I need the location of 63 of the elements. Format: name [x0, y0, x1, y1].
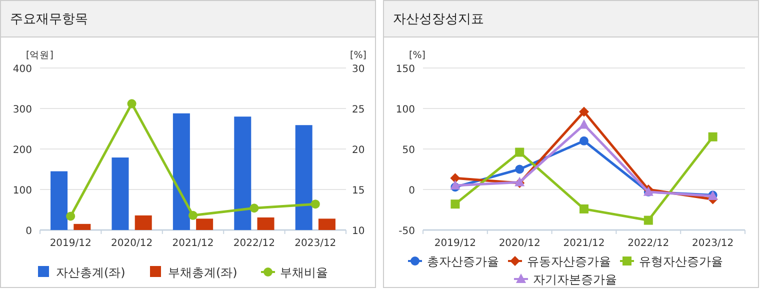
point [644, 216, 653, 225]
point [580, 136, 588, 146]
legend-label: 부채비율 [280, 266, 328, 280]
bar [196, 218, 214, 230]
chart-title: 주요재무항목 [10, 12, 88, 27]
point [515, 164, 524, 174]
x-tick-label: 2023/12 [692, 238, 734, 249]
point [579, 106, 589, 117]
bar [74, 224, 91, 230]
point [450, 173, 460, 184]
point [188, 210, 198, 220]
point [450, 200, 460, 209]
bar [134, 215, 152, 230]
y-tick-label: -50 [398, 226, 415, 237]
y-tick-label: 300 [12, 104, 32, 116]
x-tick-label: 2021/12 [172, 238, 214, 249]
point [450, 180, 460, 190]
y2-tick-label: 15 [352, 186, 365, 196]
y-axis-title: [%] [409, 50, 426, 61]
y2-tick-label: 25 [352, 104, 365, 116]
y-tick-label: 0 [26, 226, 32, 237]
point [708, 132, 718, 142]
legend-label: 자기자본증가율 [533, 272, 617, 286]
legend-label: 유동자산증가율 [527, 254, 611, 268]
x-tick-label: 2020/12 [111, 238, 153, 249]
chart-title: 자산성장성지표 [393, 12, 484, 27]
y2-tick-label: 30 [352, 64, 365, 75]
x-tick-label: 2019/12 [434, 238, 476, 249]
point [127, 99, 136, 108]
y2-tick-label: 20 [352, 145, 365, 156]
y-tick-label: 400 [12, 64, 32, 75]
x-tick-label: 2020/12 [498, 238, 540, 249]
x-tick-label: 2022/12 [233, 238, 275, 249]
y2-tick-label: 10 [352, 226, 365, 237]
y-tick-label: 100 [12, 186, 32, 196]
legend-label: 부채총계(좌) [168, 266, 238, 280]
x-tick-label: 2021/12 [563, 238, 605, 249]
x-tick-label: 2022/12 [628, 238, 670, 249]
bar [50, 171, 68, 230]
bar [318, 218, 336, 230]
y2-axis-title: [%] [350, 50, 366, 61]
point [580, 204, 588, 214]
y-tick-label: 200 [12, 145, 32, 156]
bar [112, 158, 129, 230]
x-tick-label: 2019/12 [50, 238, 92, 249]
point [515, 148, 524, 157]
bar [172, 113, 190, 230]
point [66, 212, 76, 221]
y-tick-label: 0 [408, 186, 415, 196]
legend-label: 유형자산증가율 [639, 254, 723, 268]
y-axis-title: [억원] [26, 50, 54, 61]
y-tick-label: 50 [402, 145, 415, 156]
point [250, 204, 259, 213]
bar [234, 116, 252, 230]
x-tick-label: 2023/12 [294, 238, 336, 249]
point [310, 200, 320, 209]
bar [257, 217, 274, 230]
y-tick-label: 100 [396, 104, 415, 116]
y-tick-label: 150 [396, 64, 415, 75]
legend-label: 자산총계(좌) [56, 266, 126, 280]
point [579, 119, 589, 129]
bar [295, 125, 312, 230]
legend-label: 총자산증가율 [427, 254, 499, 268]
